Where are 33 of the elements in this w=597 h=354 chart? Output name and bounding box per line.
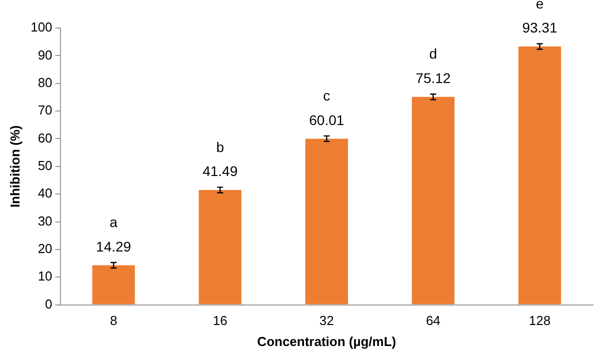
x-tick-label: 128 — [528, 313, 551, 328]
y-tick-label: 30 — [38, 213, 52, 228]
y-tick-label: 20 — [38, 241, 52, 256]
x-axis-title: Concentration (µg/mL) — [257, 334, 396, 349]
bar — [92, 265, 135, 304]
y-tick-label: 0 — [45, 296, 52, 312]
y-tick-label: 70 — [38, 102, 52, 118]
annotation: e — [536, 0, 544, 12]
y-axis-title: Inhibition (%) — [7, 125, 22, 208]
bar — [305, 138, 348, 304]
data-label: 75.12 — [416, 70, 451, 86]
annotation: b — [216, 138, 224, 155]
y-tick-label: 60 — [38, 130, 52, 146]
data-label: 14.29 — [96, 238, 132, 254]
annotation: a — [110, 214, 118, 230]
data-label: 93.31 — [522, 20, 558, 36]
annotation: c — [323, 88, 330, 104]
data-label: 41.49 — [202, 163, 238, 180]
y-tick-label: 90 — [38, 47, 52, 62]
x-tick-label: 8 — [110, 313, 118, 328]
y-tick-label: 100 — [30, 20, 52, 35]
x-tick-label: 16 — [212, 313, 228, 328]
y-tick-label: 80 — [38, 74, 52, 90]
y-tick-label: 10 — [38, 268, 52, 284]
bar — [518, 46, 562, 304]
x-tick-label: 64 — [426, 313, 440, 328]
x-tick-label: 32 — [319, 313, 334, 328]
y-tick-label: 50 — [38, 158, 52, 173]
bar — [412, 96, 454, 304]
annotation: d — [429, 46, 438, 62]
bar — [198, 190, 242, 304]
data-label: 60.01 — [309, 112, 344, 128]
y-tick-label: 40 — [38, 186, 52, 201]
